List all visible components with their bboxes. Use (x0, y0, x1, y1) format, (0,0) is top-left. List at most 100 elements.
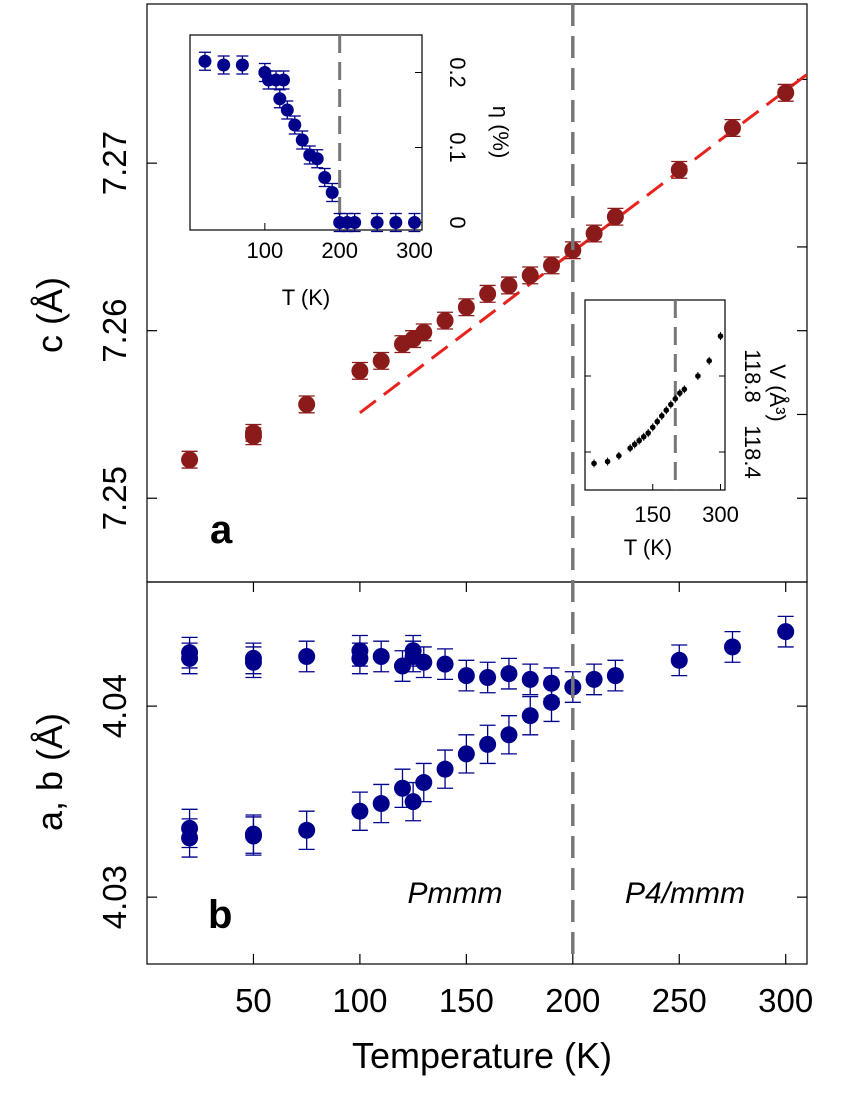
data-point (695, 373, 701, 379)
data-point (521, 266, 539, 284)
data-point (372, 647, 390, 665)
data-point (351, 362, 369, 380)
x-tick-label: 300 (758, 982, 813, 1019)
data-point (408, 216, 422, 229)
inset-volume-frame (584, 299, 726, 491)
data-point (500, 276, 518, 294)
data-point (351, 802, 369, 820)
data-point (717, 333, 724, 339)
data-point (415, 653, 433, 671)
data-point (723, 638, 741, 656)
inset-eta-y-tick-label: 0.1 (445, 132, 470, 163)
inset-volume-x-tick-label: 300 (702, 502, 739, 527)
data-point (649, 424, 656, 431)
data-point (235, 58, 249, 72)
data-point (706, 358, 712, 364)
data-point (663, 407, 670, 414)
panel-b-ticks: 50 100 150 200 250 300 4.03 4.04 (96, 582, 813, 1019)
data-point (564, 241, 582, 259)
inset-eta-y-label: η (%) (488, 106, 513, 159)
x-axis-label: Temperature (K) (352, 1035, 612, 1076)
data-point (585, 225, 603, 243)
data-point (668, 401, 674, 408)
data-point (777, 84, 795, 102)
data-point (670, 161, 688, 179)
inset-eta-x-tick-label: 300 (396, 238, 433, 263)
panel-b-frame (146, 581, 808, 965)
data-point (244, 653, 262, 671)
inset-eta-x-tick-label: 100 (246, 238, 283, 263)
x-tick-label: 50 (235, 982, 272, 1019)
data-point (500, 665, 518, 683)
data-point (351, 649, 369, 667)
data-point (436, 655, 454, 673)
data-point (181, 829, 199, 847)
phase-label-pmmm: Pmmm (408, 877, 503, 910)
y-tick-label: 4.03 (96, 865, 133, 929)
data-point (723, 119, 741, 137)
data-point (521, 670, 539, 688)
data-point (636, 437, 642, 444)
data-point (457, 667, 475, 685)
data-point (606, 667, 624, 685)
data-point (640, 434, 647, 440)
data-point (244, 427, 262, 445)
data-point (370, 216, 384, 229)
y-tick-label: 7.27 (96, 131, 133, 195)
data-point (288, 118, 302, 132)
panel-a-points (181, 83, 795, 469)
data-point (672, 396, 679, 402)
data-point (393, 779, 411, 797)
data-point (457, 745, 475, 763)
x-tick-label: 100 (332, 982, 387, 1019)
data-point (298, 821, 316, 839)
data-point (631, 441, 638, 448)
panel-a-y-axis-label: c (Å) (29, 277, 70, 353)
data-point (606, 208, 624, 226)
inset-eta-x-tick-label: 200 (321, 238, 358, 263)
data-point (677, 390, 683, 396)
data-point (372, 795, 390, 813)
data-point (295, 133, 309, 147)
inset-eta-y-tick-label: 0.2 (445, 57, 470, 88)
data-point (591, 460, 597, 467)
panel-b-y-axis-label: a, b (Å) (29, 713, 70, 831)
data-point (616, 453, 622, 459)
data-point (298, 647, 316, 665)
inset-eta-y-tick-label: 0 (445, 216, 470, 228)
data-point (244, 827, 262, 845)
phase-label-p4mmm: P4/mmm (625, 877, 745, 910)
data-point (521, 707, 539, 725)
data-point (389, 216, 403, 229)
data-point (654, 418, 661, 425)
data-point (645, 430, 652, 436)
inset-eta: 100 200 300 0 0.1 0.2 (198, 35, 470, 263)
data-point (479, 669, 497, 686)
panel-a-ticks: 7.25 7.26 7.27 (96, 78, 807, 530)
inset-eta-x-label: T (K) (282, 285, 330, 310)
data-point (681, 386, 688, 393)
y-tick-label: 4.04 (96, 674, 133, 738)
y-tick-label: 7.25 (96, 466, 133, 530)
data-point (348, 216, 362, 229)
data-point (318, 171, 332, 184)
data-point (585, 670, 603, 688)
data-point (372, 352, 390, 370)
data-point (181, 451, 199, 469)
x-tick-label: 250 (652, 982, 707, 1019)
data-point (310, 152, 324, 166)
data-point (273, 92, 287, 106)
data-point (670, 651, 688, 669)
inset-volume-y-tick-label: 118.4 (740, 425, 765, 478)
inset-volume-y-label: V (Å³) (765, 364, 790, 421)
data-point (777, 623, 795, 641)
data-point (543, 693, 561, 711)
data-point (280, 103, 294, 117)
panel-b-label: b (208, 893, 232, 937)
data-point (404, 793, 422, 811)
data-point (436, 312, 454, 330)
inset-volume-x-tick-label: 150 (634, 502, 671, 527)
data-point (217, 58, 231, 72)
